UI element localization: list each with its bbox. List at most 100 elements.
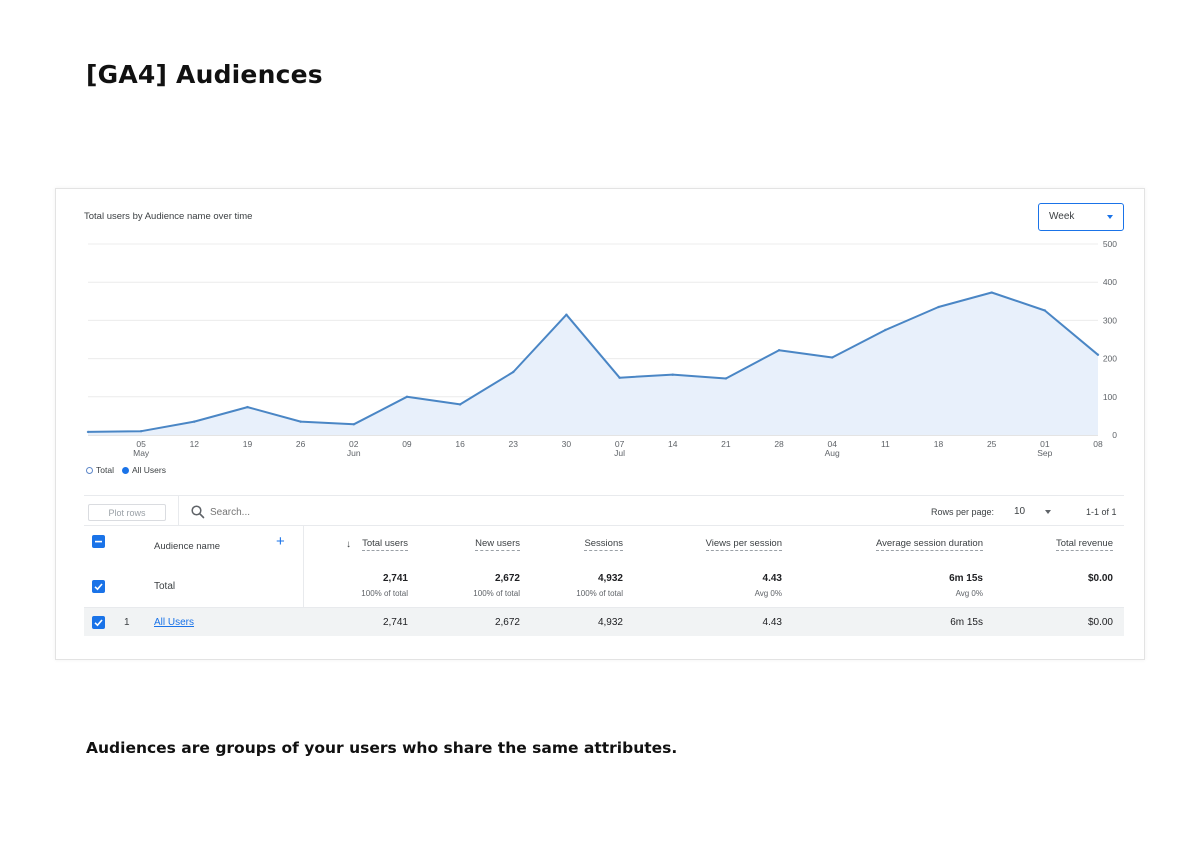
data-point (618, 376, 621, 379)
row-views-per-session: 4.43 (762, 617, 782, 628)
header-sessions[interactable]: Sessions (584, 538, 623, 551)
x-tick-label: 19 (243, 439, 253, 449)
header-audience-name[interactable]: Audience name (154, 541, 221, 552)
table-row: 1 All Users 2,741 2,672 4,932 4.43 6m 15… (84, 608, 1124, 636)
total-total-users-share: 100% of total (361, 589, 408, 598)
data-point (884, 328, 887, 332)
y-tick-label: 100 (1103, 392, 1117, 402)
row-total-revenue: $0.00 (1087, 617, 1113, 628)
x-tick-label: 04 (827, 439, 837, 449)
x-tick-label: 02 (349, 439, 359, 449)
x-tick-month-label: May (133, 448, 150, 458)
data-point (777, 348, 781, 352)
data-point (193, 420, 196, 423)
x-tick-month-label: Sep (1037, 448, 1052, 458)
x-tick-month-label: Aug (825, 448, 840, 458)
total-sessions: 4,932 (597, 573, 623, 584)
x-tick-label: 23 (509, 439, 519, 449)
x-tick-label: 25 (987, 439, 997, 449)
footer-description: Audiences are groups of your users who s… (86, 739, 678, 757)
row-average-session-duration: 6m 15s (950, 617, 983, 628)
rows-per-page-caret-icon[interactable] (1045, 510, 1051, 514)
data-point (299, 420, 302, 423)
header-new-users[interactable]: New users (475, 538, 520, 551)
checkmark-icon (94, 583, 103, 591)
x-tick-label: 08 (1093, 439, 1103, 449)
row-total-users: 2,741 (382, 617, 408, 628)
x-tick-label: 28 (774, 439, 784, 449)
total-sessions-share: 100% of total (576, 589, 623, 598)
x-tick-month-label: Jun (347, 448, 361, 458)
header-total-revenue[interactable]: Total revenue (1055, 538, 1113, 551)
pagination-status: 1-1 of 1 (1086, 507, 1117, 517)
x-tick-label: 07 (615, 439, 625, 449)
legend-label-all-users: All Users (131, 465, 166, 475)
data-point (724, 377, 728, 380)
data-point (86, 430, 90, 434)
y-tick-label: 0 (1112, 430, 1117, 440)
area-fill (88, 292, 1098, 435)
x-tick-label: 30 (562, 439, 572, 449)
row-checkbox[interactable] (92, 616, 105, 629)
x-tick-label: 26 (296, 439, 306, 449)
x-tick-label: 09 (402, 439, 412, 449)
data-point (352, 423, 355, 426)
data-point (990, 291, 993, 294)
legend-item-total[interactable]: Total (86, 465, 114, 475)
data-point (405, 395, 409, 398)
page-title: [GA4] Audiences (86, 60, 323, 89)
rows-per-page-select[interactable]: 10 (1014, 506, 1026, 517)
x-tick-label: 01 (1040, 439, 1050, 449)
total-total-users: 2,741 (382, 573, 408, 584)
y-tick-label: 200 (1103, 354, 1117, 364)
x-tick-label: 11 (881, 439, 890, 449)
granularity-value: Week (1049, 211, 1075, 222)
row-new-users: 2,672 (494, 617, 520, 628)
data-point (246, 405, 249, 409)
data-point (458, 403, 462, 406)
data-point (937, 305, 940, 309)
plot-rows-button[interactable]: Plot rows (88, 504, 166, 521)
total-views-per-session: 4.43 (762, 573, 782, 584)
add-dimension-plus-icon[interactable]: + (276, 533, 285, 550)
legend-solid-dot-icon (121, 466, 129, 474)
data-point (1043, 309, 1047, 312)
sort-desc-arrow-icon[interactable]: ↓ (346, 539, 351, 550)
audience-link-all-users[interactable]: All Users (154, 617, 195, 628)
x-tick-label: 12 (190, 439, 200, 449)
x-tick-label: 05 (136, 439, 146, 449)
header-views-per-session[interactable]: Views per session (705, 538, 782, 551)
chart-title: Total users by Audience name over time (84, 211, 253, 222)
header-total-users[interactable]: Total users (362, 538, 408, 551)
total-new-users: 2,672 (494, 573, 520, 584)
legend-item-all-users[interactable]: All Users (121, 465, 166, 475)
table-toolbar: Plot rows Rows per page: 10 1-1 of 1 (84, 495, 1124, 526)
x-tick-month-label: Jul (614, 448, 625, 458)
select-all-checkbox[interactable] (92, 535, 105, 548)
total-row-label: Total (154, 581, 176, 592)
table-total-row: Total 2,741 100% of total 2,672 100% of … (84, 564, 1124, 608)
total-views-per-session-avg: Avg 0% (754, 589, 782, 598)
toolbar-divider (178, 496, 179, 526)
chart-legend: Total All Users (86, 465, 166, 475)
legend-label-total: Total (96, 465, 114, 475)
total-row-checkbox[interactable] (92, 580, 105, 593)
total-average-session-duration-avg: Avg 0% (955, 589, 983, 598)
granularity-dropdown[interactable]: Week (1038, 203, 1124, 231)
total-average-session-duration: 6m 15s (949, 573, 983, 584)
data-point (1096, 353, 1100, 356)
x-tick-label: 14 (668, 439, 678, 449)
audience-table: Audience name + ↓ Total users New users … (84, 525, 1124, 636)
header-average-session-duration[interactable]: Average session duration (875, 538, 983, 551)
data-point (139, 429, 143, 433)
total-new-users-share: 100% of total (473, 589, 520, 598)
data-point (565, 313, 568, 316)
row-index: 1 (124, 617, 130, 628)
x-tick-label: 18 (934, 439, 944, 449)
data-point (512, 370, 515, 374)
x-tick-label: 21 (721, 439, 731, 449)
analytics-report-card: Total users by Audience name over time W… (55, 188, 1145, 660)
series-line-all-users (87, 291, 1099, 433)
search-input[interactable] (210, 504, 410, 520)
